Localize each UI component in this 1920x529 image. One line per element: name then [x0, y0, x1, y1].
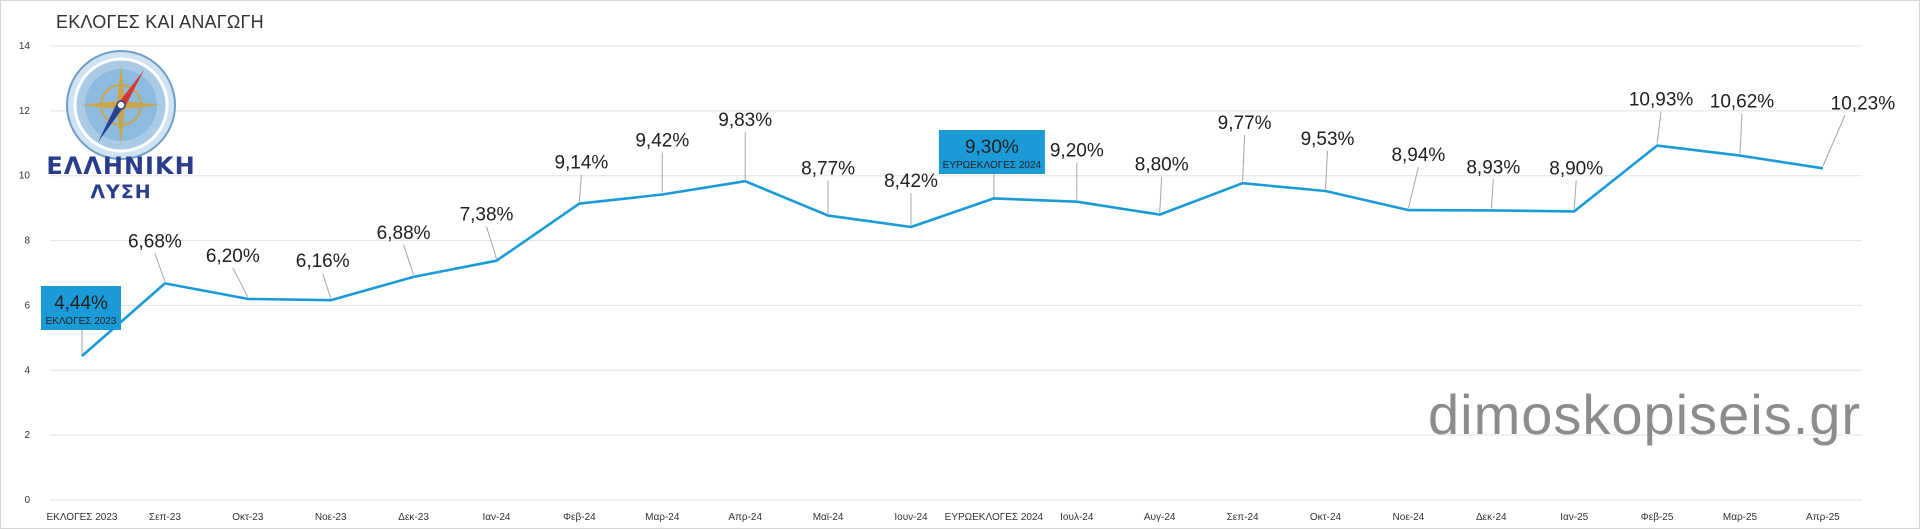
data-label: 6,88% — [377, 223, 431, 244]
leader-line — [1242, 135, 1246, 182]
y-tick-label: 2 — [24, 430, 30, 441]
data-label: 10,93% — [1629, 90, 1694, 111]
x-tick-label: Απρ-25 — [1806, 512, 1840, 523]
x-tick-label: Μαϊ-24 — [813, 512, 844, 523]
chart-title: ΕΚΛΟΓΕΣ ΚΑΙ ΑΝΑΓΩΓΗ — [56, 12, 264, 32]
svg-text:ΕΛΛΗΝΙΚΗ: ΕΛΛΗΝΙΚΗ — [46, 152, 195, 180]
x-tick-label: Νοε-24 — [1393, 512, 1425, 523]
data-labels: 4,44% ΕΚΛΟΓΕΣ 2023 6,68% 6,20% 6,16% 6,88% 7,3… — [41, 90, 1895, 330]
x-tick-label: Σεπ-23 — [149, 512, 181, 523]
x-tick-label: ΕΚΛΟΓΕΣ 2023 — [47, 512, 118, 523]
x-tick-label: Οκτ-24 — [1310, 512, 1342, 523]
grid-lines — [50, 45, 1862, 501]
y-tick-label: 4 — [24, 365, 30, 376]
data-label: 9,30% — [965, 137, 1019, 158]
data-label: 10,62% — [1710, 92, 1775, 113]
data-label: 8,80% — [1135, 155, 1189, 176]
leader-line — [1573, 180, 1577, 210]
y-tick-label: 6 — [24, 300, 30, 311]
data-label: 8,77% — [801, 159, 855, 180]
x-tick-label: Δεκ-24 — [1476, 512, 1507, 523]
x-tick-label: Φεβ-25 — [1641, 512, 1674, 523]
data-label: 6,16% — [296, 251, 350, 272]
y-tick-label: 10 — [19, 171, 31, 182]
leader-line — [1739, 113, 1743, 154]
data-label: 9,14% — [554, 153, 608, 174]
x-tick-label: Σεπ-24 — [1227, 512, 1259, 523]
x-tick-label: Απρ-24 — [728, 512, 762, 523]
svg-text:ΛΥΣΗ: ΛΥΣΗ — [90, 181, 151, 203]
data-label: 4,44% — [54, 293, 108, 314]
data-label: 8,94% — [1391, 145, 1445, 166]
y-tick-label: 12 — [19, 106, 31, 117]
x-tick-label: Δεκ-23 — [398, 512, 429, 523]
x-tick-label: Φεβ-24 — [563, 512, 596, 523]
leader-line — [1656, 111, 1662, 144]
leader-lines — [81, 111, 1846, 357]
x-tick-label: Νοε-23 — [315, 512, 347, 523]
data-label: 6,68% — [128, 231, 182, 252]
data-label: 8,42% — [884, 171, 938, 192]
x-tick-label: Αυγ-24 — [1144, 512, 1176, 523]
leader-line — [1407, 166, 1419, 209]
data-label: 7,38% — [460, 205, 514, 226]
data-label: 9,83% — [718, 110, 772, 131]
x-tick-label: Ιαν-24 — [482, 512, 510, 523]
leader-line — [1490, 179, 1494, 209]
data-label: 9,20% — [1050, 141, 1104, 162]
leader-line — [486, 226, 497, 259]
y-tick-label: 14 — [19, 41, 31, 52]
x-tick-label: Μαρ-25 — [1723, 512, 1758, 523]
leader-line — [322, 273, 332, 299]
leader-line — [1325, 150, 1328, 189]
x-tick-label: ΕΥΡΩΕΚΛΟΓΕΣ 2024 — [945, 512, 1044, 523]
x-tick-label: Ιουλ-24 — [1060, 512, 1094, 523]
leader-line — [578, 174, 582, 202]
data-label: 9,42% — [635, 131, 689, 152]
annotation-box — [41, 286, 121, 330]
data-label: 9,77% — [1218, 113, 1272, 134]
x-tick-label: Ιαν-25 — [1560, 512, 1588, 523]
y-axis: 0 2 4 6 8 10 12 14 — [19, 41, 31, 506]
ellinikі-lysi-logo: ΕΛΛΗΝΙΚΗ ΛΥΣΗ — [46, 50, 195, 203]
y-tick-label: 0 — [24, 495, 30, 506]
leader-line — [403, 244, 415, 276]
leader-line — [1159, 176, 1163, 213]
y-tick-label: 8 — [24, 236, 30, 247]
x-axis: ΕΚΛΟΓΕΣ 2023 Σεπ-23 Οκτ-23 Νοε-23 Δεκ-23 Ιαν-… — [47, 512, 1841, 523]
data-label: 8,93% — [1466, 157, 1520, 178]
annotation-box — [938, 130, 1045, 174]
x-tick-label: Ιουν-24 — [894, 512, 928, 523]
series-line — [81, 144, 1824, 357]
annotation-label: ΕΥΡΩΕΚΛΟΓΕΣ 2024 — [943, 160, 1042, 171]
leader-line — [154, 253, 166, 282]
leader-line — [1822, 115, 1846, 167]
annotation-label: ΕΚΛΟΓΕΣ 2023 — [46, 316, 117, 327]
x-tick-label: Οκτ-23 — [232, 512, 264, 523]
data-label: 6,20% — [206, 246, 260, 267]
x-tick-label: Μαρ-24 — [645, 512, 680, 523]
data-label: 10,23% — [1831, 93, 1896, 114]
watermark: dimoskopiseis.gr — [1428, 383, 1862, 446]
leader-line — [232, 267, 249, 298]
data-label: 8,90% — [1549, 158, 1603, 179]
data-label: 9,53% — [1301, 129, 1355, 150]
